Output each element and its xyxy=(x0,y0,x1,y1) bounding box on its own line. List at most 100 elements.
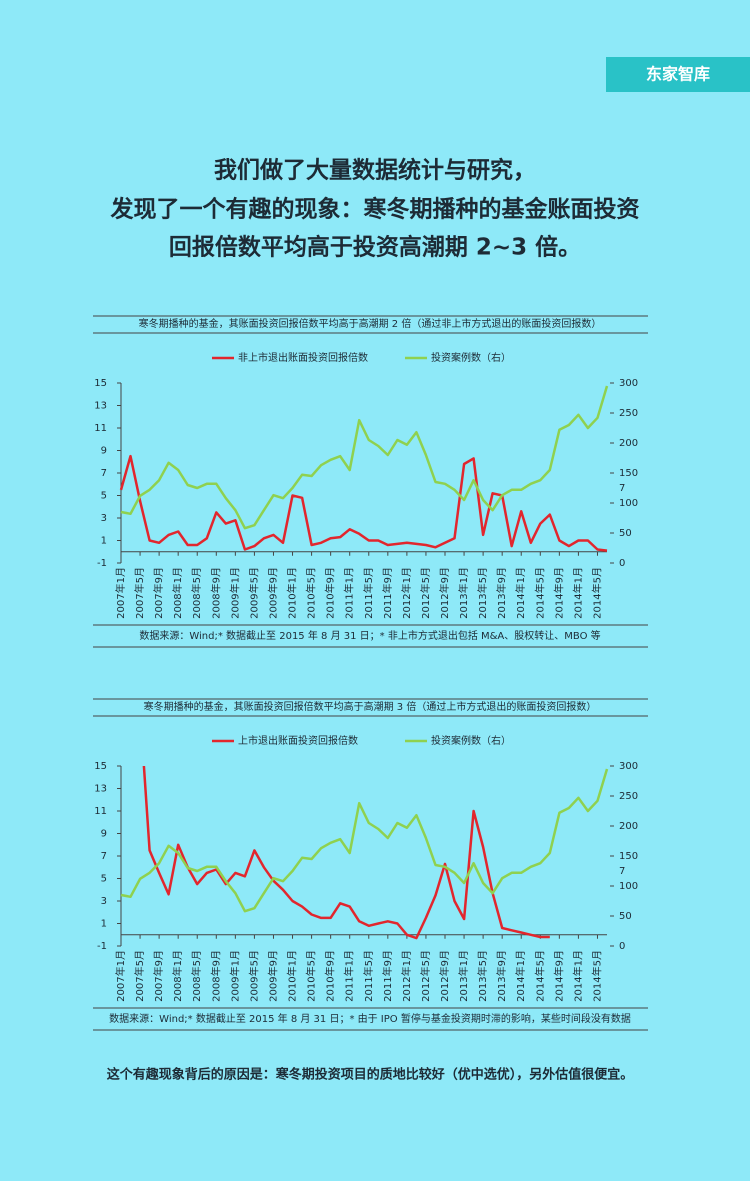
y-tick-label: 3 xyxy=(101,513,107,524)
x-tick-label: 2007年1月 xyxy=(114,950,127,1002)
x-tick-label: 2007年5月 xyxy=(133,950,146,1002)
x-tick-label: 2012年9月 xyxy=(438,950,451,1002)
x-tick-label: 2007年9月 xyxy=(152,567,165,619)
x-tick-label: 2009年1月 xyxy=(228,567,241,619)
legend-label: 投资案例数（右） xyxy=(431,351,511,364)
x-tick-label: 2010年1月 xyxy=(286,567,299,619)
x-tick-label: 2014年1月 xyxy=(571,567,584,619)
y2-tick-label: 200 xyxy=(619,438,638,449)
x-tick-label: 2012年9月 xyxy=(438,567,451,619)
y-tick-label: 1 xyxy=(101,536,107,547)
x-tick-label: 2014年5月 xyxy=(533,950,546,1002)
x-tick-label: 2013年5月 xyxy=(476,567,489,619)
x-tick-label: 2010年9月 xyxy=(324,950,337,1002)
y-tick-label: 3 xyxy=(101,896,107,907)
x-tick-label: 2012年1月 xyxy=(400,950,413,1002)
chart-source: 数据来源：Wind;* 数据截止至 2015 年 8 月 31 日；* 由于 I… xyxy=(109,1012,631,1025)
y2-tick-label: 100 xyxy=(619,498,638,509)
y-tick-label: 1 xyxy=(101,919,107,930)
x-tick-label: 2014年1月 xyxy=(514,950,527,1002)
x-tick-label: 2009年9月 xyxy=(266,950,279,1002)
x-tick-label: 2008年9月 xyxy=(209,950,222,1002)
x-tick-label: 2010年5月 xyxy=(305,950,318,1002)
x-tick-label: 2013年9月 xyxy=(495,567,508,619)
legend-label: 非上市退出账面投资回报倍数 xyxy=(238,351,368,364)
y-tick-label: 15 xyxy=(94,378,107,389)
y-tick-label: 13 xyxy=(94,784,107,795)
x-tick-label: 2009年5月 xyxy=(247,567,260,619)
x-tick-label: 2010年5月 xyxy=(305,567,318,619)
badge-box xyxy=(606,57,750,92)
series-line xyxy=(120,385,609,530)
y2-tick-label: 0 xyxy=(619,941,625,952)
y-tick-label: 15 xyxy=(94,761,107,772)
x-tick-label: 2009年9月 xyxy=(266,567,279,619)
x-tick-label: 2008年1月 xyxy=(171,567,184,619)
y-tick-label: 9 xyxy=(101,829,107,840)
y2-tick-label: 150 xyxy=(619,468,638,479)
series-line xyxy=(119,454,608,552)
headline: 回报倍数平均高于投资高潮期 2~3 倍。 xyxy=(169,234,581,261)
y2-tick-label: 0 xyxy=(619,558,625,569)
y2-tick-label: 100 xyxy=(619,881,638,892)
x-tick-label: 2011年5月 xyxy=(362,567,375,619)
x-tick-label: 2007年5月 xyxy=(133,567,146,619)
x-tick-label: 2011年5月 xyxy=(362,950,375,1002)
y2-tick-label: 150 xyxy=(619,851,638,862)
x-tick-label: 2010年1月 xyxy=(286,950,299,1002)
y2-tick-label: 300 xyxy=(619,378,638,389)
y2-tick-label: 50 xyxy=(619,911,632,922)
series-line xyxy=(120,768,609,913)
y-tick-label: 11 xyxy=(94,806,107,817)
y2-tick-label: 250 xyxy=(619,791,638,802)
x-tick-label: 2012年5月 xyxy=(419,950,432,1002)
x-tick-label: 2012年5月 xyxy=(419,567,432,619)
x-tick-label: 2008年5月 xyxy=(190,950,203,1002)
y2-tick-label: 50 xyxy=(619,528,632,539)
y-tick-label: -1 xyxy=(97,941,107,952)
x-tick-label: 2013年1月 xyxy=(457,950,470,1002)
x-tick-label: 2010年9月 xyxy=(324,567,337,619)
x-tick-label: 2014年9月 xyxy=(552,950,565,1002)
y-tick-label: 5 xyxy=(101,874,107,885)
x-tick-label: 2008年1月 xyxy=(171,950,184,1002)
x-tick-label: 2014年5月 xyxy=(533,567,546,619)
chart-source: 数据来源：Wind;* 数据截止至 2015 年 8 月 31 日；* 非上市方… xyxy=(139,629,600,642)
x-tick-label: 2011年9月 xyxy=(381,950,394,1002)
headline: 我们做了大量数据统计与研究， xyxy=(214,157,536,184)
legend-label: 投资案例数（右） xyxy=(431,734,511,747)
x-tick-label: 2014年1月 xyxy=(514,567,527,619)
legend-label: 上市退出账面投资回报倍数 xyxy=(238,734,358,747)
y2-tick-label: 200 xyxy=(619,821,638,832)
x-tick-label: 2014年9月 xyxy=(552,567,565,619)
x-tick-label: 2011年1月 xyxy=(343,567,356,619)
footer: 这个有趣现象背后的原因是：寒冬期投资项目的质地比较好（优中选优），另外估值很便宜… xyxy=(107,1067,634,1083)
x-tick-label: 2013年9月 xyxy=(495,950,508,1002)
y2-tick-label: 300 xyxy=(619,761,638,772)
x-tick-label: 2014年5月 xyxy=(590,567,603,619)
y2-extra-label: 7 xyxy=(619,866,625,877)
x-tick-label: 2013年5月 xyxy=(476,950,489,1002)
y-tick-label: 13 xyxy=(94,401,107,412)
y2-extra-label: 7 xyxy=(619,483,625,494)
x-tick-label: 2012年1月 xyxy=(400,567,413,619)
x-tick-label: 2014年1月 xyxy=(571,950,584,1002)
x-tick-label: 2009年1月 xyxy=(228,950,241,1002)
x-tick-label: 2008年5月 xyxy=(190,567,203,619)
chart-title: 寒冬期播种的基金，其账面投资回报倍数平均高于高潮期 2 倍（通过非上市方式退出的… xyxy=(139,317,602,330)
y-tick-label: 7 xyxy=(101,851,107,862)
y-tick-label: 9 xyxy=(101,446,107,457)
x-tick-label: 2011年9月 xyxy=(381,567,394,619)
x-tick-label: 2008年9月 xyxy=(209,567,222,619)
y-tick-label: -1 xyxy=(97,558,107,569)
y2-tick-label: 250 xyxy=(619,408,638,419)
x-tick-label: 2013年1月 xyxy=(457,567,470,619)
x-tick-label: 2007年9月 xyxy=(152,950,165,1002)
x-tick-label: 2009年5月 xyxy=(247,950,260,1002)
y-tick-label: 7 xyxy=(101,468,107,479)
chart-title: 寒冬期播种的基金，其账面投资回报倍数平均高于高潮期 3 倍（通过上市方式退出的账… xyxy=(144,700,597,713)
badge: 东家智库 xyxy=(646,65,710,84)
x-tick-label: 2011年1月 xyxy=(343,950,356,1002)
series-line xyxy=(142,766,550,940)
